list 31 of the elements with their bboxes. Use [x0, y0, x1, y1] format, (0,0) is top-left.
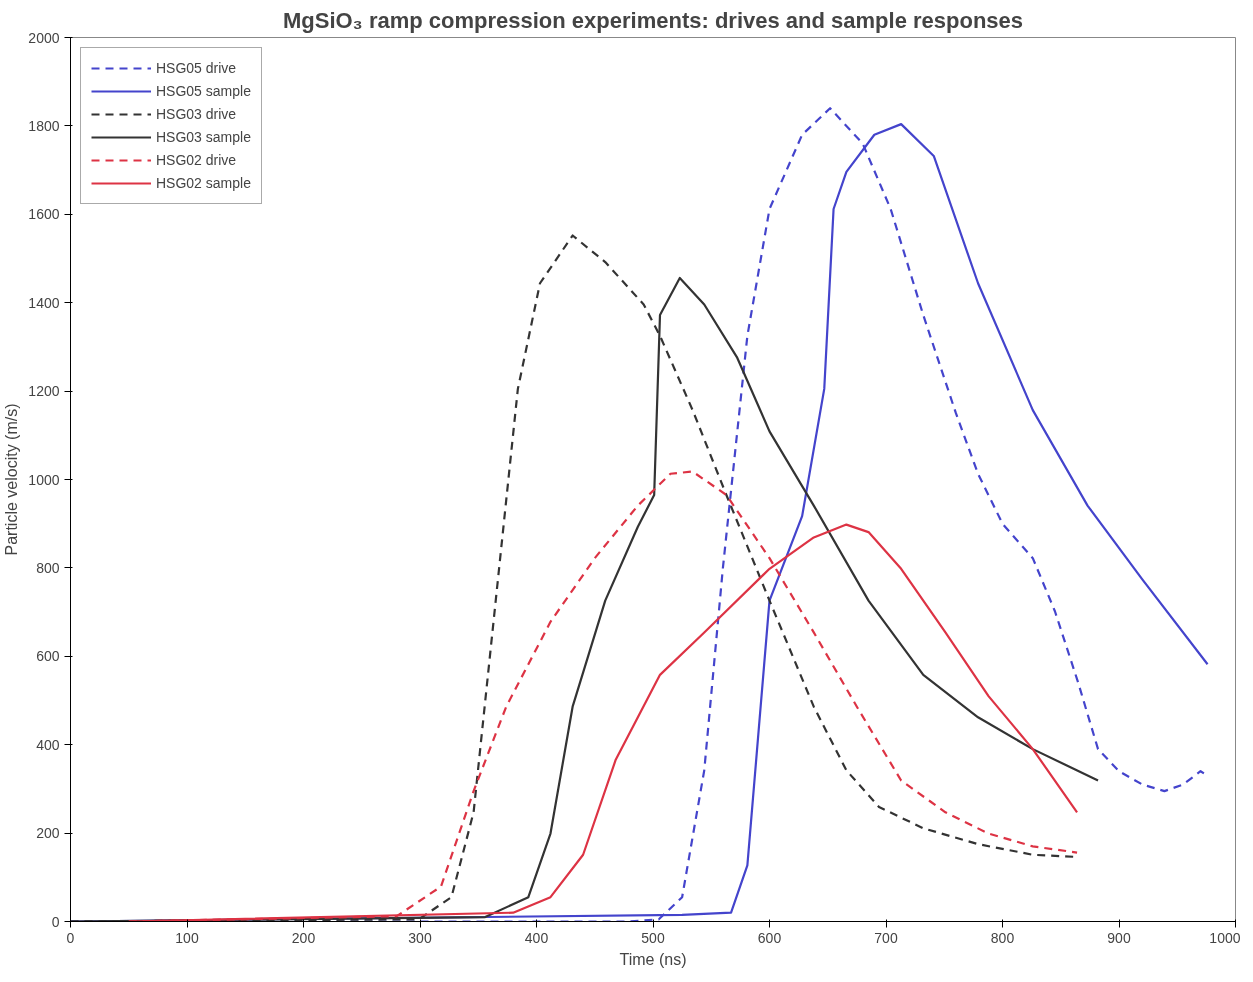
y-tick-label: 0: [51, 913, 60, 930]
y-tick-label: 800: [36, 559, 60, 576]
x-tick-label: 900: [1107, 929, 1131, 946]
y-tick-label: 1200: [28, 383, 60, 400]
legend-label: HSG02 drive: [156, 152, 237, 168]
chart-title: MgSiO₃ ramp compression experiments: drives and sample responses: [282, 7, 1024, 33]
x-tick-label: 300: [408, 929, 432, 946]
legend-label: HSG03 sample: [156, 129, 251, 145]
y-tick-label: 200: [36, 825, 60, 842]
x-tick-label: 200: [291, 929, 316, 946]
x-tick-label: 800: [990, 929, 1015, 946]
legend-label: HSG02 sample: [156, 175, 251, 191]
legend-label: HSG05 drive: [156, 60, 237, 76]
x-tick-label: 1000: [1209, 929, 1241, 946]
y-axis-title: Particle velocity (m/s): [3, 403, 21, 556]
x-tick-label: 500: [641, 929, 665, 946]
x-tick-label: 100: [175, 929, 199, 946]
legend-label: HSG05 sample: [156, 83, 251, 99]
y-tick-label: 400: [36, 736, 60, 753]
y-tick-label: 1800: [28, 117, 60, 134]
y-tick-label: 1600: [28, 206, 60, 223]
x-tick-label: 400: [524, 929, 549, 946]
x-tick-label: 700: [874, 929, 898, 946]
y-tick-label: 2000: [28, 29, 60, 46]
legend-label: HSG03 drive: [156, 106, 237, 122]
y-tick-label: 1400: [28, 294, 60, 311]
y-tick-label: 1000: [28, 471, 60, 488]
x-tick-label: 600: [757, 929, 782, 946]
y-tick-label: 600: [36, 648, 60, 665]
x-tick-label: 0: [66, 929, 75, 946]
x-axis-title: Time (ns): [619, 950, 687, 968]
